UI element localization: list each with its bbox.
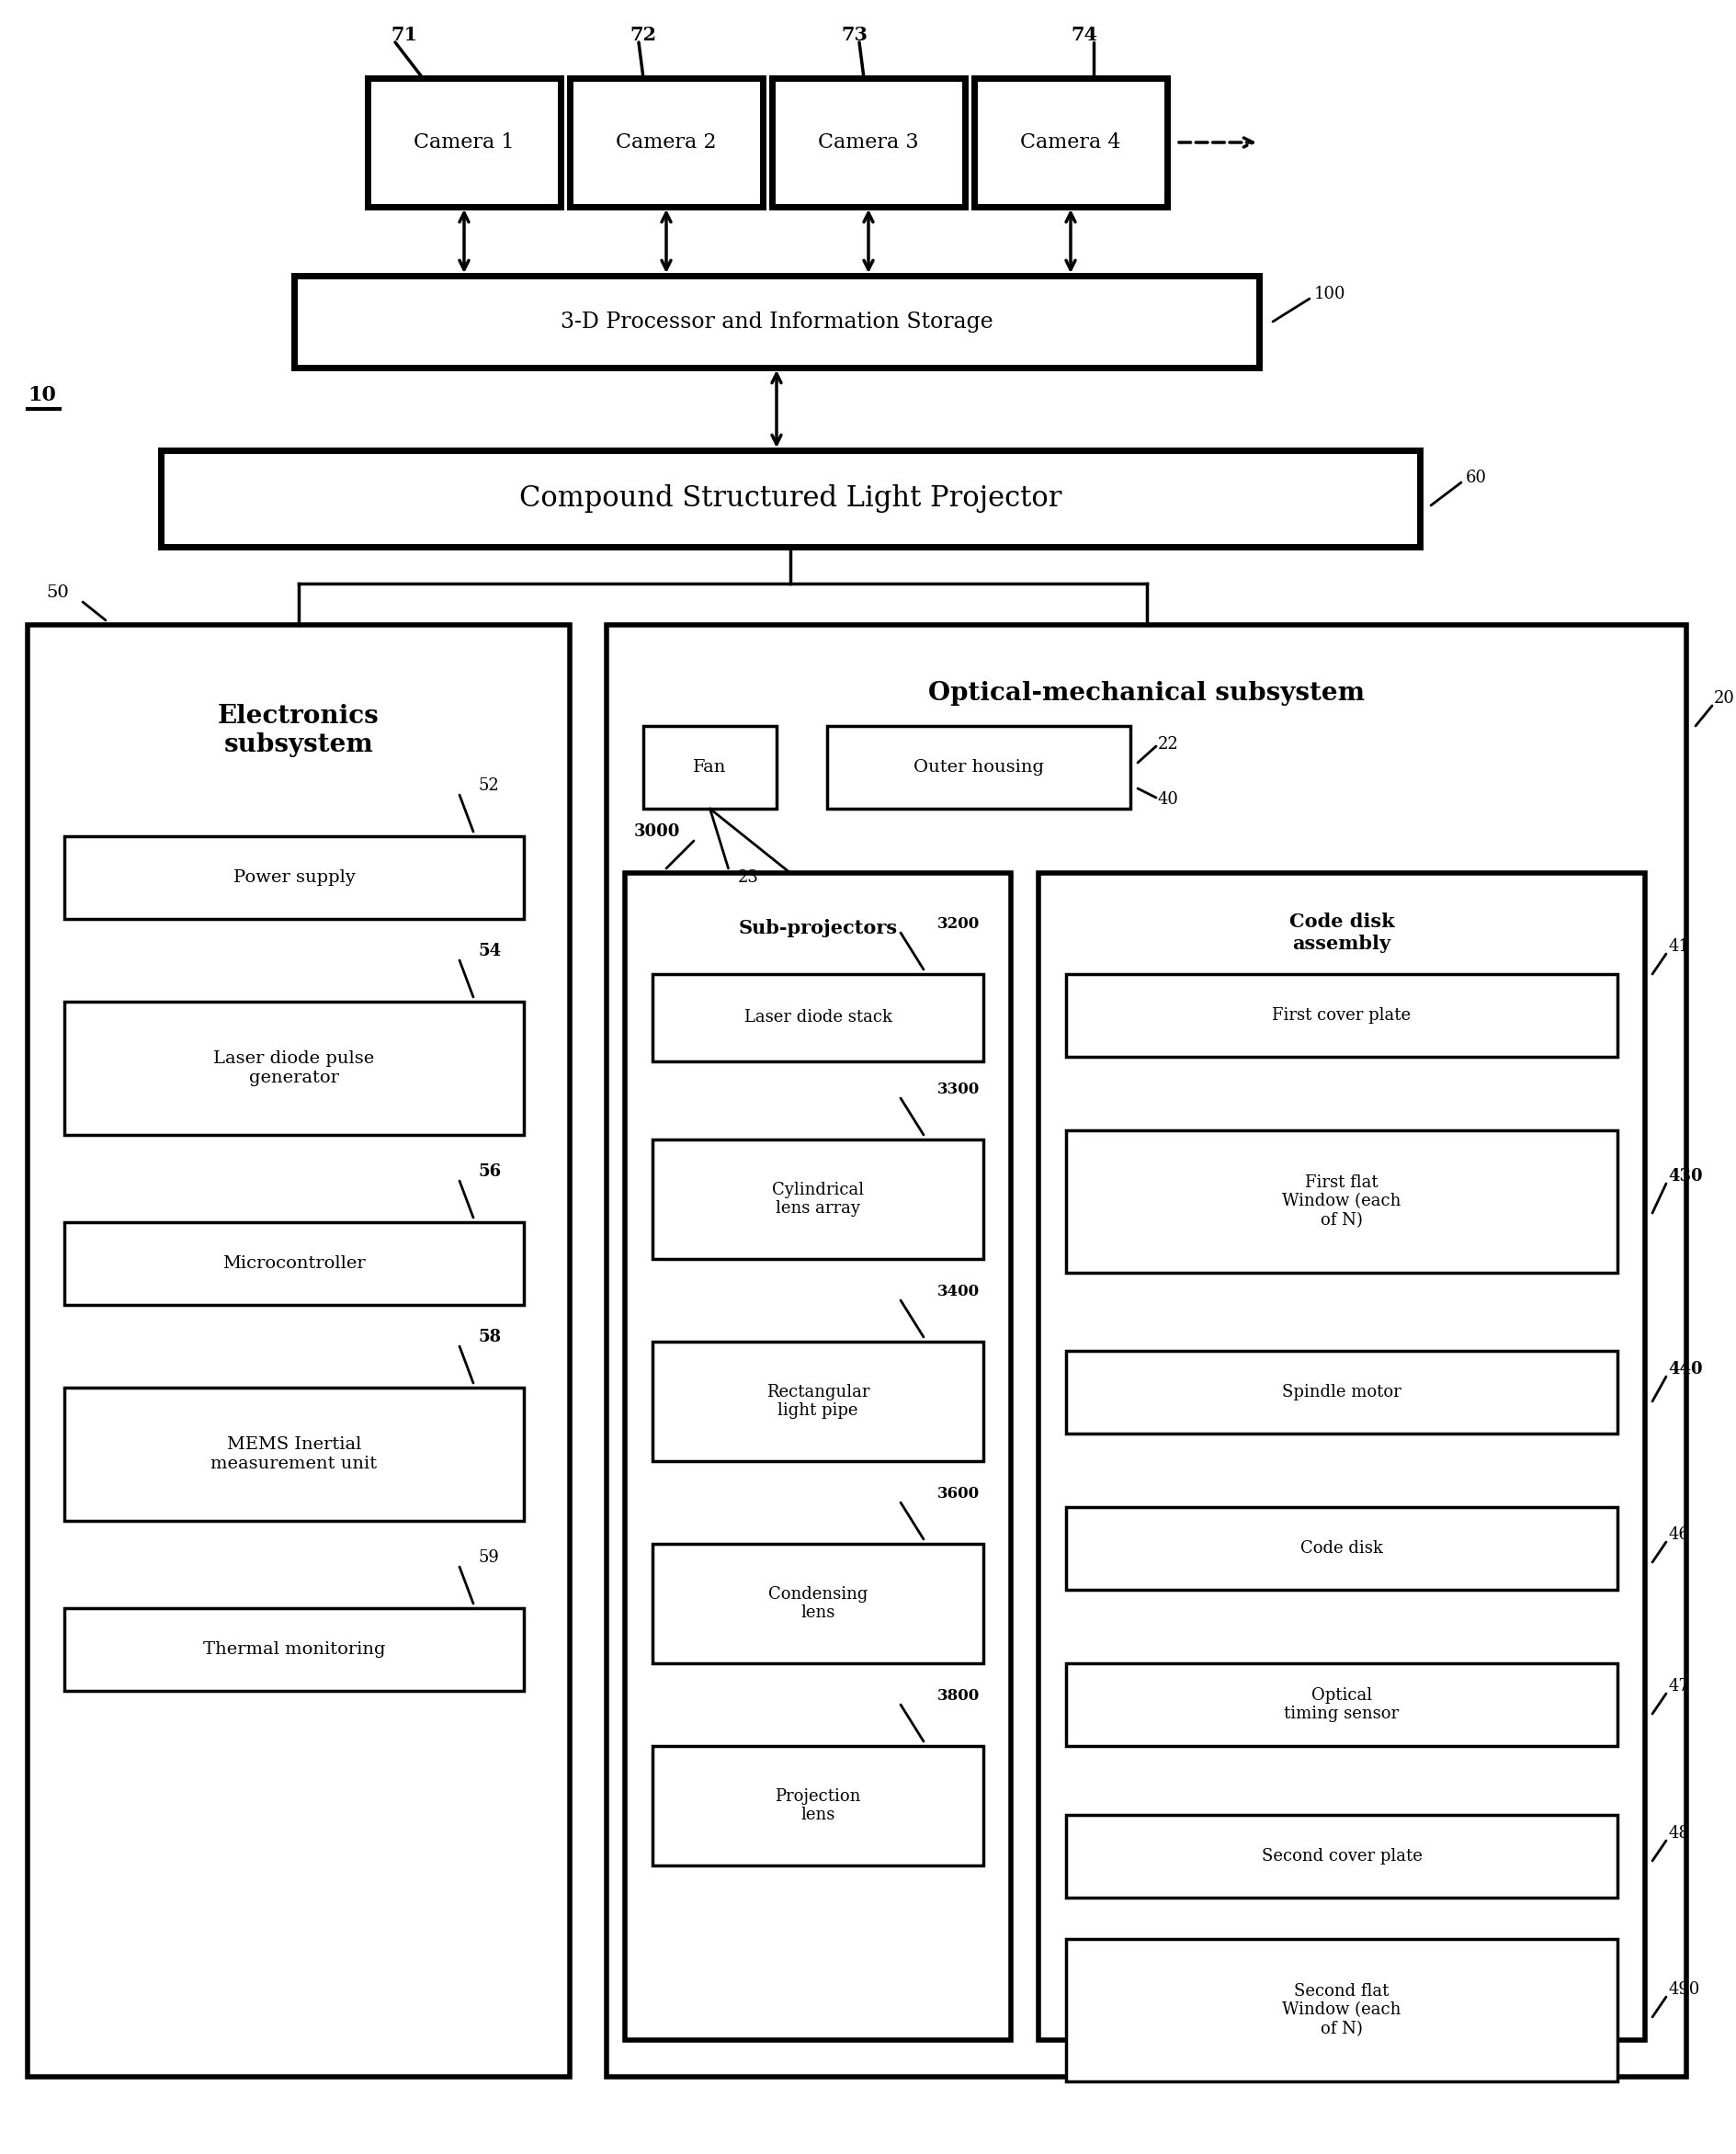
Text: 48: 48 [1668,1824,1689,1842]
Bar [569,78,762,207]
Text: Second flat
Window (each
of N): Second flat Window (each of N) [1283,1984,1401,2038]
Text: 41: 41 [1668,939,1689,954]
Text: 40: 40 [1158,791,1179,808]
Text: Rectangular
light pipe: Rectangular light pipe [766,1383,870,1419]
Text: 46: 46 [1668,1527,1689,1542]
Text: 3400: 3400 [937,1284,979,1299]
Text: 430: 430 [1668,1167,1703,1185]
Text: Microcontroller: Microcontroller [222,1256,366,1271]
Text: Compound Structured Light Projector: Compound Structured Light Projector [519,485,1062,513]
Text: 20: 20 [1713,689,1734,707]
Bar [1066,1663,1618,1747]
Text: 73: 73 [842,26,868,43]
Bar [826,726,1130,808]
Bar [28,625,569,2076]
Text: 50: 50 [45,584,69,601]
Text: Second cover plate: Second cover plate [1262,1848,1422,1865]
Text: Laser diode pulse
generator: Laser diode pulse generator [214,1051,375,1086]
Text: Outer housing: Outer housing [913,758,1043,775]
Bar [64,1002,524,1135]
Text: 52: 52 [477,778,498,795]
Text: 3000: 3000 [634,823,681,840]
Bar [644,726,776,808]
Text: 3200: 3200 [937,915,979,931]
Text: Optical
timing sensor: Optical timing sensor [1285,1687,1399,1723]
Text: Projection
lens: Projection lens [774,1788,861,1824]
Text: Camera 1: Camera 1 [413,131,514,153]
Text: First flat
Window (each
of N): First flat Window (each of N) [1283,1174,1401,1230]
Bar [653,1747,983,1865]
Text: 440: 440 [1668,1361,1703,1379]
Bar [161,450,1420,547]
Bar [64,1387,524,1521]
Text: Cylindrical
lens array: Cylindrical lens array [773,1180,865,1217]
Bar [773,78,965,207]
Bar [653,1139,983,1258]
Text: 47: 47 [1668,1678,1689,1695]
Text: 22: 22 [1158,737,1179,752]
Text: 23: 23 [738,870,759,885]
Text: Spindle motor: Spindle motor [1283,1383,1401,1400]
Bar [653,1544,983,1663]
Text: Sub-projectors: Sub-projectors [738,920,898,937]
Bar [606,625,1686,2076]
Text: 100: 100 [1314,286,1345,302]
Text: Laser diode stack: Laser diode stack [745,1010,892,1025]
Text: 10: 10 [28,386,56,405]
Text: Thermal monitoring: Thermal monitoring [203,1641,385,1659]
Text: 3600: 3600 [937,1486,979,1501]
Text: Camera 4: Camera 4 [1021,131,1121,153]
Bar [1066,1939,1618,2081]
Bar [974,78,1167,207]
Text: 72: 72 [630,26,656,43]
Text: 3800: 3800 [937,1687,979,1704]
Text: Code disk: Code disk [1300,1540,1384,1557]
Text: First cover plate: First cover plate [1272,1008,1411,1023]
Bar [1066,1816,1618,1898]
Bar [368,78,561,207]
Text: 71: 71 [391,26,418,43]
Bar [1066,1351,1618,1435]
Bar [64,836,524,920]
Text: 59: 59 [477,1549,498,1566]
Bar [1038,872,1646,2040]
Text: 58: 58 [477,1329,502,1346]
Text: 3-D Processor and Information Storage: 3-D Processor and Information Storage [561,310,993,332]
Text: Power supply: Power supply [233,870,356,885]
Bar [1066,974,1618,1058]
Bar [653,1342,983,1460]
Text: MEMS Inertial
measurement unit: MEMS Inertial measurement unit [210,1437,377,1471]
Bar [64,1221,524,1305]
Text: Fan: Fan [693,758,727,775]
Text: Camera 3: Camera 3 [818,131,918,153]
Text: Optical-mechanical subsystem: Optical-mechanical subsystem [929,681,1364,707]
Text: 56: 56 [477,1163,502,1180]
Text: 74: 74 [1071,26,1097,43]
Text: 3300: 3300 [937,1081,979,1096]
Bar [64,1609,524,1691]
Text: Code disk
assembly: Code disk assembly [1290,913,1394,952]
Bar [1066,1131,1618,1273]
Bar [1066,1508,1618,1590]
Text: Camera 2: Camera 2 [616,131,717,153]
Bar [293,276,1259,368]
Text: 54: 54 [477,943,502,959]
Text: Electronics
subsystem: Electronics subsystem [219,704,380,758]
Text: 60: 60 [1465,470,1488,487]
Bar [625,872,1010,2040]
Text: 490: 490 [1668,1982,1700,1997]
Text: Condensing
lens: Condensing lens [767,1585,868,1622]
Bar [653,974,983,1062]
